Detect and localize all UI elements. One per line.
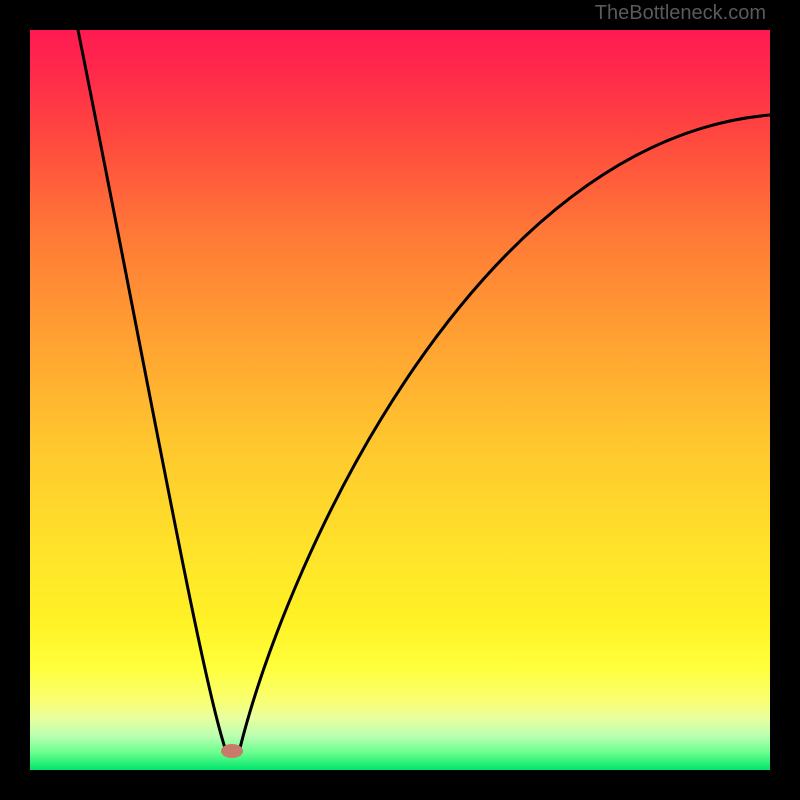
watermark-text: TheBottleneck.com (595, 2, 766, 25)
frame-border-right (770, 0, 800, 800)
frame-border-left (0, 0, 30, 800)
plot-area (30, 30, 770, 770)
bottleneck-curve (30, 30, 770, 770)
chart-frame: TheBottleneck.com (0, 0, 800, 800)
frame-border-bottom (0, 770, 800, 800)
minimum-marker (221, 744, 243, 758)
